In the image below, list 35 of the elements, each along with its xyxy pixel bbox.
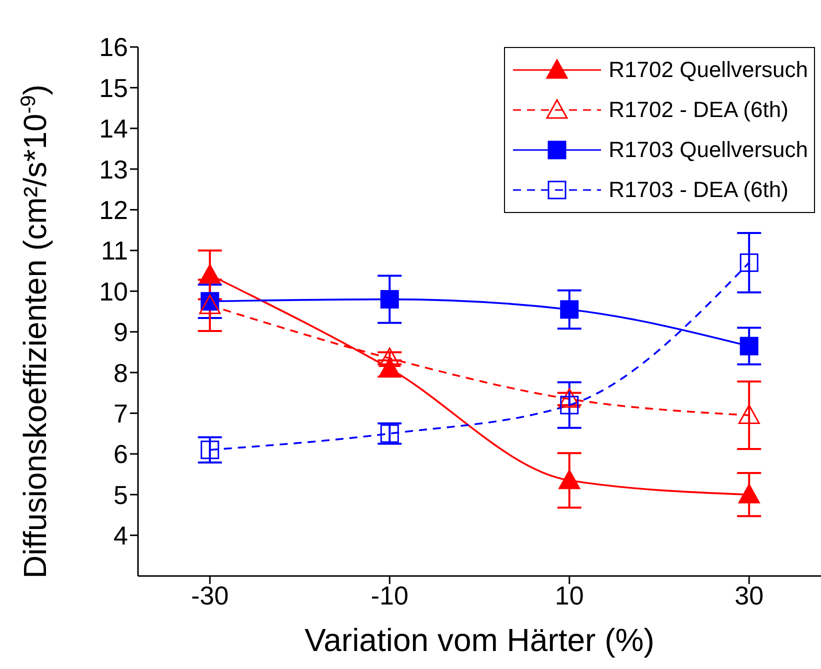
y-tick-label: 13 <box>99 154 128 184</box>
point <box>380 290 399 309</box>
x-axis-title: Variation vom Härter (%) <box>304 622 654 658</box>
y-tick-label: 7 <box>114 398 128 428</box>
y-tick-label: 12 <box>99 195 128 225</box>
y-tick-label: 14 <box>99 114 128 144</box>
point <box>560 300 579 319</box>
point <box>200 440 220 460</box>
y-tick-label: 15 <box>99 72 128 103</box>
y-tick-label: 11 <box>101 236 128 266</box>
x-tick-label: 10 <box>554 580 584 610</box>
y-tick-label: 4 <box>114 520 128 551</box>
point <box>380 424 399 443</box>
y-tick-label: 5 <box>114 480 128 510</box>
legend-label: R1702 Quellversuch <box>608 57 808 83</box>
x-tick-label: -30 <box>191 580 229 610</box>
point <box>199 264 221 284</box>
point <box>740 336 758 356</box>
legend-label: R1703 Quellversuch <box>608 137 808 163</box>
x-tick-label: 30 <box>734 580 764 610</box>
legend-label: R1702 - DEA (6th) <box>608 97 788 123</box>
point <box>558 388 580 408</box>
point <box>378 348 400 368</box>
y-tick-label: 8 <box>114 358 128 388</box>
y-tick-label: 9 <box>114 317 128 348</box>
x-tick-label: -10 <box>370 580 408 610</box>
point <box>558 470 580 490</box>
point <box>199 294 221 314</box>
y-tick-label: 10 <box>99 276 128 306</box>
y-tick-label: 6 <box>114 439 128 470</box>
point <box>738 484 760 504</box>
point <box>738 404 760 424</box>
point <box>740 253 758 272</box>
legend-label: R1703 - DEA (6th) <box>608 177 788 203</box>
y-tick-label: 16 <box>99 32 128 62</box>
